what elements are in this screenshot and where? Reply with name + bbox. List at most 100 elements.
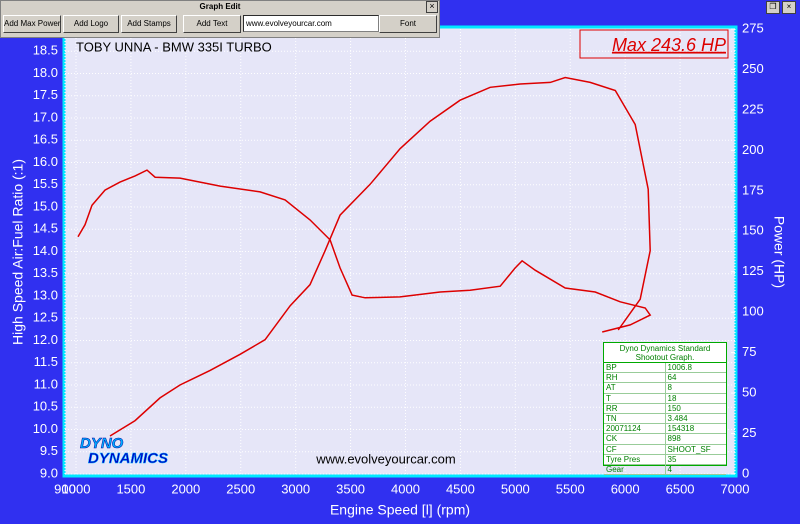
y-tick-label: 15.5 [33,176,58,191]
stats-value: 18 [667,393,677,403]
button[interactable]: Add Text [183,15,241,33]
stats-row: 20071124 154318 [604,424,726,435]
x-tick-label: 2500 [226,481,255,496]
button[interactable]: Add Logo [63,15,119,33]
x-axis-label: Engine Speed [l] (rpm) [330,502,470,518]
y2-tick-label: 0 [742,465,749,480]
stats-row: AT 8 [604,383,726,394]
logo-top: DYNO [80,435,124,452]
stats-row: CK 898 [604,434,726,445]
y2-tick-label: 250 [742,61,764,76]
stats-key: RH [604,373,666,383]
stats-row: Gear 4 [604,464,726,476]
stats-value: 898 [667,434,681,444]
logo-bottom: DYNAMICS [88,450,168,467]
y2-tick-label: 25 [742,425,756,440]
close-window-button[interactable]: × [782,1,796,14]
stats-value: 154318 [667,424,695,434]
y-tick-label: 13.5 [33,265,58,280]
y-tick-label: 10.5 [33,399,58,414]
x-tick-label: 900 [54,481,76,496]
y-tick-label: 16.0 [33,154,58,169]
stats-key: RR [604,403,666,413]
y-tick-label: 9.0 [40,465,58,480]
stats-value: 150 [667,403,681,413]
x-tick-label: 5000 [501,481,530,496]
stats-value: 3.484 [667,413,688,423]
stats-row: Tyre Pres 35 [604,454,726,465]
y-tick-label: 9.5 [40,443,58,458]
x-tick-label: 3500 [336,481,365,496]
stats-key: 20071124 [604,424,666,434]
close-button[interactable]: × [426,1,438,13]
y-tick-label: 18.5 [33,43,58,58]
stats-key: BP [604,363,666,373]
data-line [109,76,651,437]
y2-tick-label: 225 [742,101,764,116]
stats-key: AT [604,383,666,393]
stats-key: Gear [604,464,666,475]
stats-key: Tyre Pres [604,454,666,464]
y2-tick-label: 275 [742,20,764,35]
stats-key: CF [604,444,666,454]
y2-tick-label: 50 [742,385,756,400]
stats-table: Dyno Dynamics Standard Shootout Graph. B… [603,342,727,476]
stats-title: Dyno Dynamics Standard Shootout Graph. [604,343,726,363]
graph-edit-toolbar: Graph Edit × Add Max Power Add Logo Add … [0,0,440,38]
y-tick-label: 12.0 [33,332,58,347]
x-tick-label: 1000 [62,481,91,496]
stats-value: 4 [667,464,672,474]
data-line [77,169,652,333]
x-tick-label: 4000 [391,481,420,496]
x-tick-label: 6000 [611,481,640,496]
button[interactable]: Add Max Power [3,15,61,33]
y2-tick-label: 200 [742,142,764,157]
stats-key: T [604,393,666,403]
y-tick-label: 15.0 [33,198,58,213]
x-tick-label: 5500 [556,481,585,496]
stats-value: 1006.8 [667,363,692,372]
y2-tick-label: 100 [742,304,764,319]
y-tick-label: 17.0 [33,109,58,124]
y-tick-label: 12.5 [33,310,58,325]
stats-row: TN 3.484 [604,413,726,425]
y-tick-label: 14.0 [33,243,58,258]
button[interactable]: Add Stamps [121,15,177,33]
stats-value: 8 [667,383,672,393]
stats-row: RR 150 [604,403,726,414]
y2-axis-label: Power (HP) [771,216,787,288]
x-tick-label: 2000 [171,481,200,496]
y-tick-label: 16.5 [33,132,58,147]
chart-title: TOBY UNNA - BMW 335I TURBO [76,39,272,54]
url-input[interactable]: www.evolveyourcar.com [243,15,379,32]
stats-key: TN [604,413,666,424]
y-tick-label: 18.0 [33,65,58,80]
x-tick-label: 7000 [721,481,750,496]
button[interactable]: Font [379,15,437,33]
stats-row: RH 64 [604,373,726,384]
x-tick-label: 6500 [666,481,695,496]
stats-row: T 18 [604,393,726,404]
y-axis-label: High Speed Air:Fuel Ratio (:1) [10,159,26,345]
stats-value: 64 [667,373,677,383]
toolbar-title: Graph Edit [1,1,439,12]
stats-value: SHOOT_SF [667,444,711,454]
y-tick-label: 10.0 [33,421,58,436]
y2-tick-label: 175 [742,182,764,197]
y2-tick-label: 150 [742,223,764,238]
restore-button[interactable]: ❐ [766,1,780,14]
y-tick-label: 14.5 [33,221,58,236]
y-tick-label: 11.0 [34,376,58,391]
stats-row: CF SHOOT_SF [604,444,726,455]
max-power-annotation: Max 243.6 HP [612,35,726,55]
y-tick-label: 17.5 [33,87,58,102]
stats-value: 35 [667,454,677,464]
y2-tick-label: 125 [742,263,764,278]
x-tick-label: 4500 [446,481,475,496]
stats-key: CK [604,434,666,444]
y-tick-label: 13.0 [33,287,58,302]
watermark: www.evolveyourcar.com [315,451,455,466]
y-tick-label: 11.5 [34,354,58,369]
